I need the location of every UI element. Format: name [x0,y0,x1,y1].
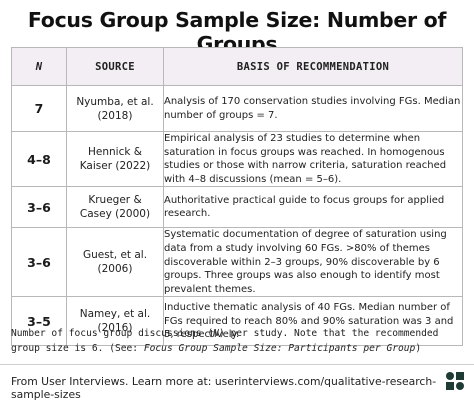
table-note: Number of focus group discussions (N) pe… [11,326,467,356]
cell-basis: Empirical analysis of 23 studies to dete… [163,130,463,188]
cell-basis: Inductive thematic analysis of 40 FGs. M… [163,296,463,347]
cell-source: Guest, et al. (2006) [66,227,164,298]
footer-divider [0,364,474,365]
table-row: 3–6 Guest, et al. (2006) Systematic docum… [11,227,463,298]
cell-n: 3–6 [11,186,67,229]
header-basis: BASIS OF RECOMMENDATION [163,47,463,86]
source-line: Nyumba, et al. [76,95,154,108]
note-text: ) [415,343,422,354]
note-text: ) per study. Note that the recommended g… [11,328,439,354]
cell-n: 7 [11,85,67,132]
cell-source: Nyumba, et al. (2018) [66,85,164,132]
source-line: Guest, et al. [82,249,148,262]
note-text: Number of focus group discussions ( [11,328,214,339]
cell-n: 4–8 [11,130,67,188]
table-header-row: N SOURCE BASIS OF RECOMMENDATION [11,47,463,86]
source-line: Kaiser (2022) [79,160,151,173]
cell-source: Krueger & Casey (2000) [66,186,164,229]
user-interviews-logo-icon [446,372,464,390]
source-line: Casey (2000) [79,208,151,221]
cell-basis: Analysis of 170 conservation studies inv… [163,85,463,132]
cell-basis: Systematic documentation of degree of sa… [163,227,463,298]
cell-n: 3–5 [11,296,67,347]
source-line: (2006) [97,263,133,276]
recommendations-table: N SOURCE BASIS OF RECOMMENDATION 7 Nyumb… [11,47,463,347]
header-source: SOURCE [66,47,164,86]
source-line: Namey, et al. [79,308,151,321]
cell-basis: Authoritative practical guide to focus g… [163,186,463,229]
header-n: N [11,47,67,86]
table-row: 4–8 Hennick & Kaiser (2022) Empirical ana… [11,130,463,188]
table-row: 3–5 Namey, et al. (2016) Inductive themat… [11,296,463,347]
footer-source: From User Interviews. Learn more at: use… [11,375,437,401]
source-line: (2018) [97,109,133,122]
source-line: (2016) [97,322,133,335]
cell-source: Hennick & Kaiser (2022) [66,130,164,188]
source-line: Krueger & [88,194,142,207]
page-title: Focus Group Sample Size: Number of Group… [27,8,447,56]
table-row: 7 Nyumba, et al. (2018) Analysis of 170 c… [11,85,463,132]
note-n: N [213,328,219,339]
note-link[interactable]: Focus Group Sample Size: Participants pe… [143,343,416,354]
table-row: 3–6 Krueger & Casey (2000) Authoritative … [11,186,463,229]
source-line: Hennick & [88,146,142,159]
cell-n: 3–6 [11,227,67,298]
